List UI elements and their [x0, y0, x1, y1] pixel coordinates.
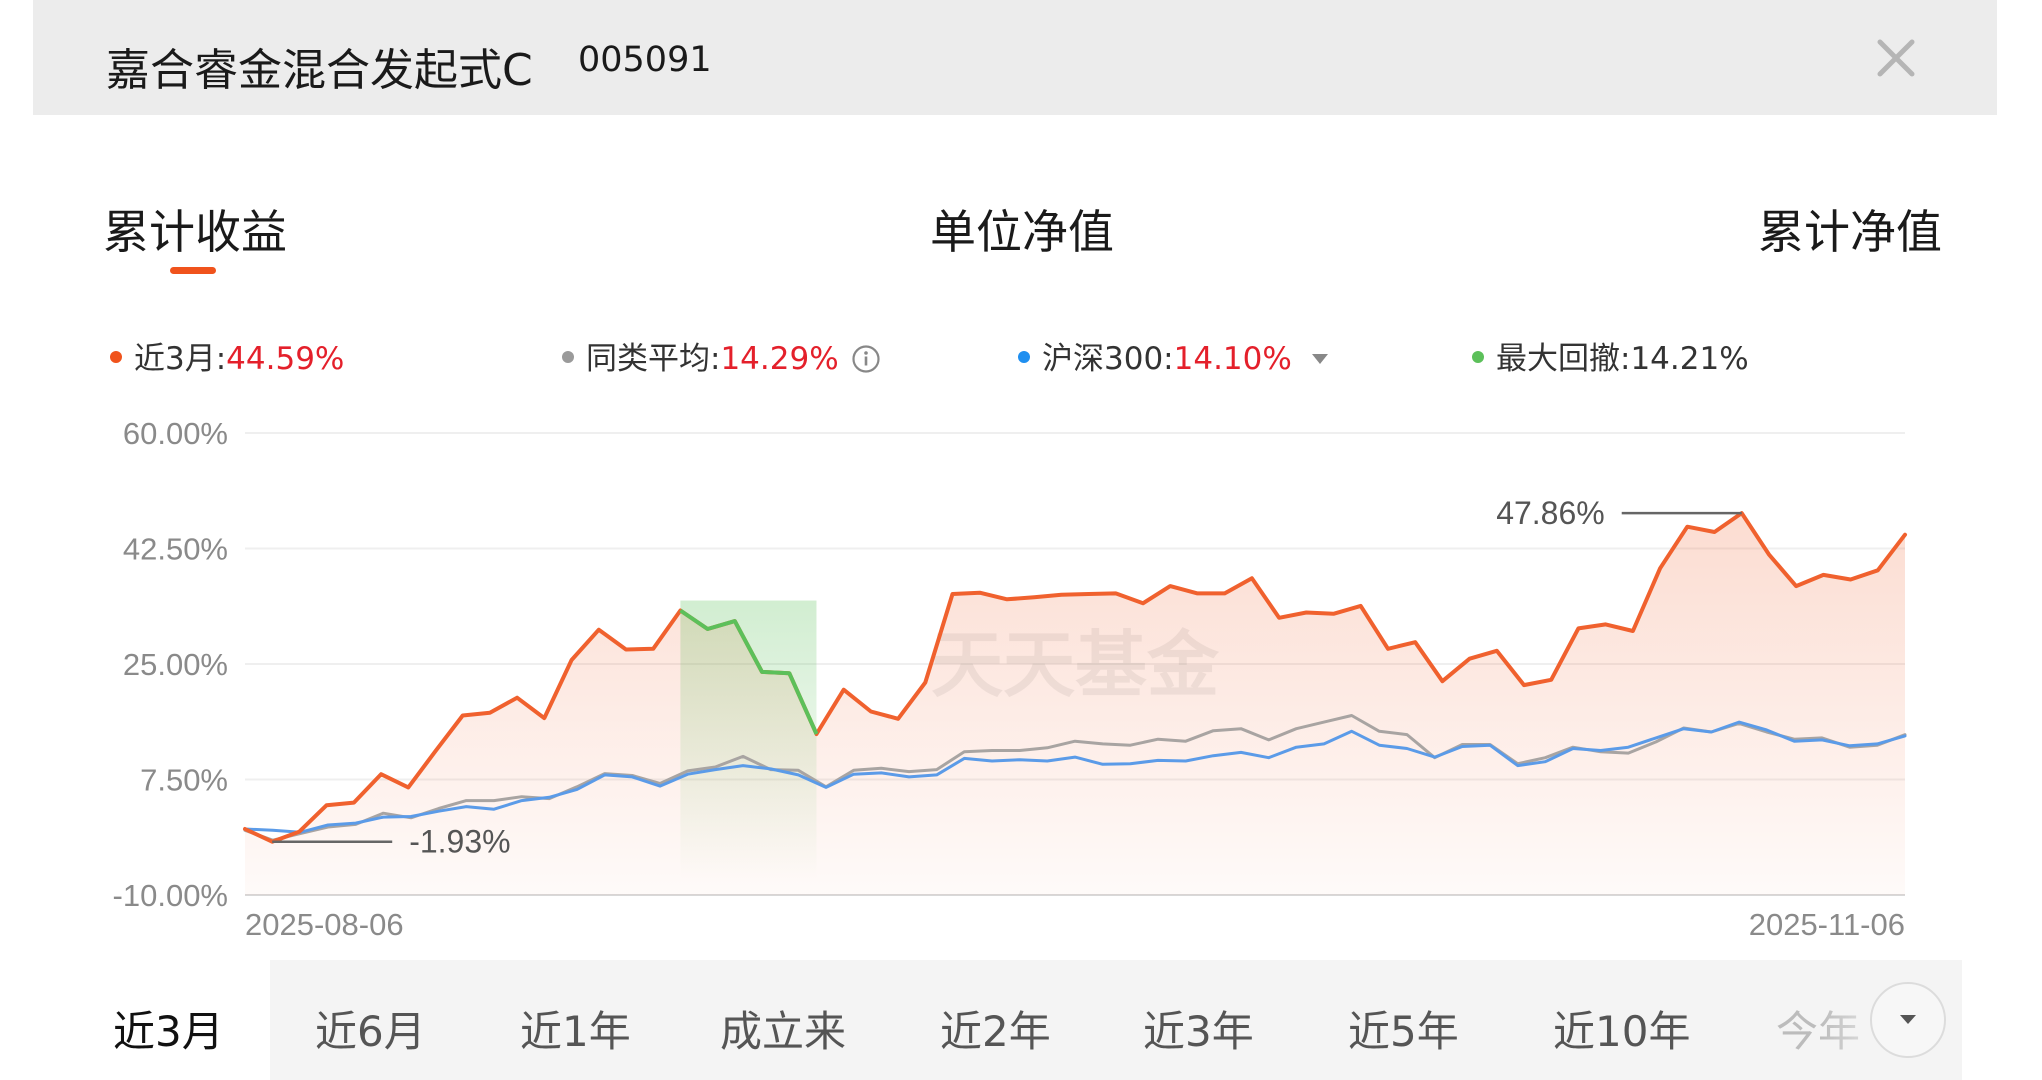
legend-drawdown-value: 14.21% [1630, 341, 1749, 377]
legend-benchmark-value: 14.10% [1173, 341, 1292, 377]
chevron-down-icon [1900, 1015, 1916, 1024]
range-since-inception[interactable]: 成立来 [720, 1007, 847, 1056]
x-tick-label: 2025-08-06 [245, 907, 404, 940]
max-drawdown-line [679, 608, 819, 735]
fund-code: 005091 [578, 40, 712, 80]
return-chart[interactable]: 天天基金 47.86% -1.93% 60.00% 42.50% 25.00% 7.50… [0, 400, 2042, 940]
y-tick-label: 7.50% [140, 763, 228, 798]
info-icon[interactable] [851, 344, 881, 374]
tab-cumulative-return[interactable]: 累计收益 [103, 205, 287, 259]
legend-benchmark-label: 沪深300: [1042, 341, 1174, 377]
legend-drawdown-label: 最大回撤: [1496, 341, 1631, 377]
range-2-years[interactable]: 近2年 [940, 1007, 1051, 1056]
legend-fund-label: 近3月: [134, 341, 227, 377]
tab-unit-nav[interactable]: 单位净值 [930, 205, 1114, 259]
range-5-years[interactable]: 近5年 [1348, 1007, 1459, 1056]
fund-area [245, 513, 1905, 895]
range-1-year[interactable]: 近1年 [520, 1007, 631, 1056]
legend-fund: 近3月:44.59% [110, 333, 344, 378]
close-icon[interactable] [1868, 30, 1924, 86]
legend-max-drawdown: 最大回撤:14.21% [1472, 333, 1749, 378]
header-bar: 嘉合睿金混合发起式C 005091 [33, 0, 1997, 115]
min-value-label: -1.93% [409, 824, 510, 860]
chevron-down-icon[interactable] [1310, 353, 1330, 365]
tab-cumulative-nav[interactable]: 累计净值 [1758, 205, 1942, 259]
legend-dot-benchmark [1018, 351, 1030, 363]
watermark: 天天基金 [931, 622, 1220, 707]
y-tick-label: 60.00% [123, 416, 228, 451]
legend-dot-peer [562, 351, 574, 363]
y-tick-label: 42.50% [123, 532, 228, 567]
active-tab-indicator [170, 267, 216, 274]
peer-series-line [243, 714, 1907, 842]
legend-peer-average: 同类平均:14.29% [562, 333, 881, 378]
time-range-bar [270, 960, 1962, 1080]
legend-peer-value: 14.29% [720, 341, 839, 377]
range-6-months[interactable]: 近6月 [315, 1007, 426, 1056]
range-3-years[interactable]: 近3年 [1143, 1007, 1254, 1056]
y-tick-label: 25.00% [123, 647, 228, 682]
fund-series-line [243, 511, 1907, 844]
range-10-years[interactable]: 近10年 [1553, 1007, 1691, 1056]
legend-dot-fund [110, 351, 122, 363]
legend-benchmark: 沪深300:14.10% [1018, 333, 1330, 378]
index-series-line [243, 720, 1907, 834]
legend-dot-drawdown [1472, 351, 1484, 363]
x-tick-label: 2025-11-06 [1749, 907, 1905, 940]
fund-name: 嘉合睿金混合发起式C [106, 45, 533, 96]
legend-peer-label: 同类平均: [586, 341, 721, 377]
legend-fund-value: 44.59% [226, 341, 345, 377]
max-value-label: 47.86% [1496, 495, 1605, 531]
y-tick-label: -10.00% [113, 878, 228, 913]
range-3-months[interactable]: 近3月 [113, 1007, 224, 1056]
more-ranges-button[interactable] [1870, 982, 1946, 1058]
